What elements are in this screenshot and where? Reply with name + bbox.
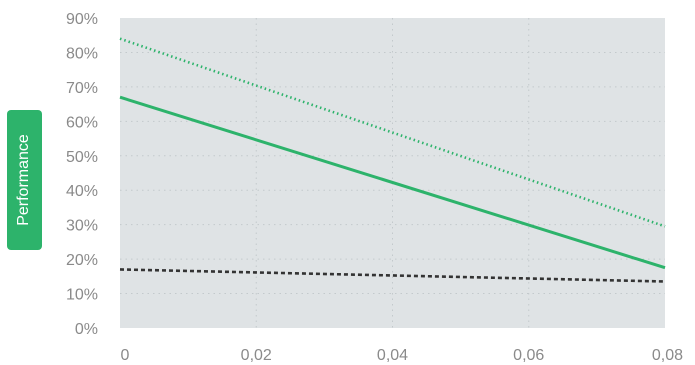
- x-tick-label: 0,06: [513, 347, 544, 364]
- y-tick-label: 90%: [66, 11, 98, 28]
- x-tick-label: 0,04: [377, 347, 408, 364]
- series-line-1-dotted: [119, 37, 666, 228]
- y-axis-label: Performance: [15, 134, 32, 226]
- y-tick-label: 10%: [66, 287, 98, 304]
- y-axis-ticks: 0% 10% 20% 30% 40% 50% 60% 70% 80% 90%: [66, 11, 98, 338]
- series-lines: [119, 37, 666, 283]
- y-tick-label: 30%: [66, 218, 98, 235]
- y-tick-label: 20%: [66, 252, 98, 269]
- y-tick-label: 0%: [75, 321, 98, 338]
- y-tick-label: 60%: [66, 114, 98, 131]
- x-tick-label: 0,02: [241, 347, 272, 364]
- grid-lines: [120, 18, 665, 328]
- x-tick-label: 0: [121, 347, 130, 364]
- y-axis-label-badge: [7, 110, 42, 250]
- x-tick-label: 0,08: [652, 347, 683, 364]
- x-axis-ticks: 0 0,02 0,04 0,06 0,08: [121, 347, 684, 364]
- series-line-2-solid: [119, 95, 666, 270]
- y-tick-label: 70%: [66, 80, 98, 97]
- y-tick-label: 40%: [66, 183, 98, 200]
- y-tick-label: 50%: [66, 149, 98, 166]
- y-tick-label: 80%: [66, 45, 98, 62]
